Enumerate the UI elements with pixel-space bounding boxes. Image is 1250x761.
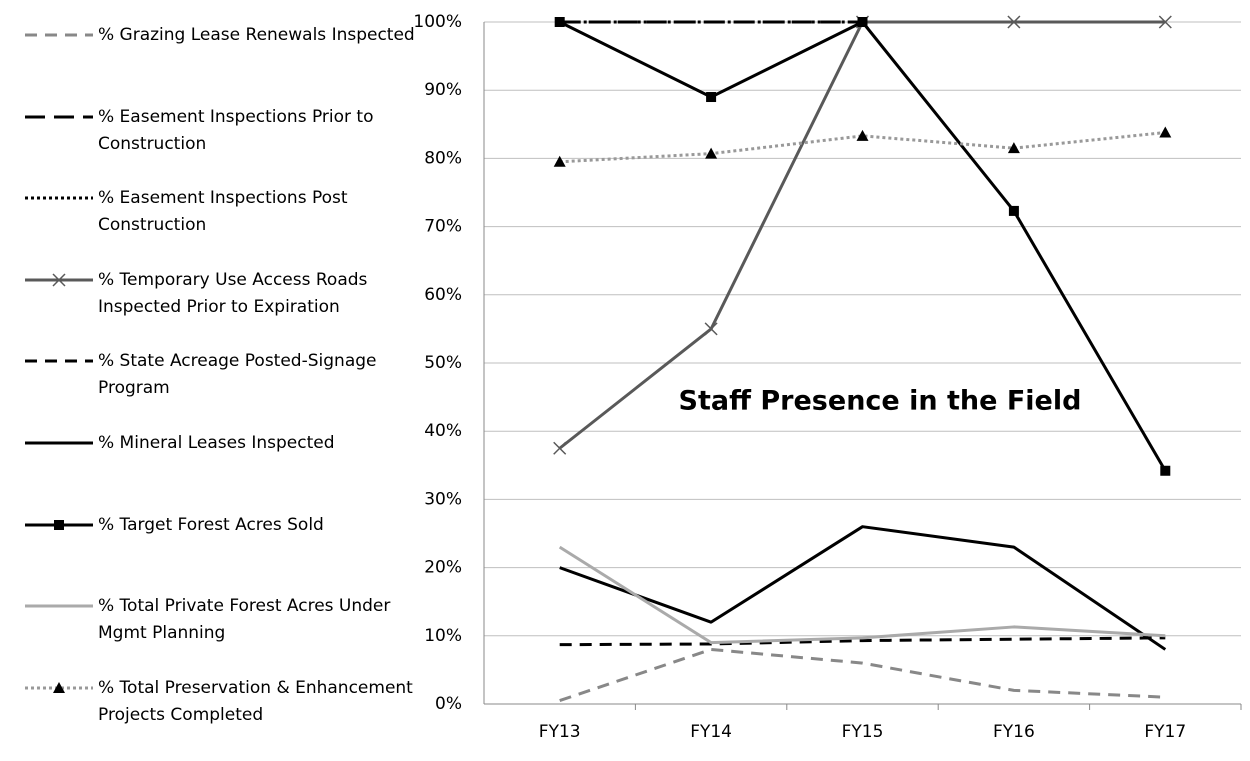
y-tick-label: 90% [424,80,462,100]
chart-title: Staff Presence in the Field [679,386,1082,417]
series-line [559,636,1166,647]
legend-item: % Total Preservation & Enhancement Proje… [0,675,420,755]
marker [705,147,718,159]
legend-item: % Grazing Lease Renewals Inspected [0,22,420,102]
legend-label: % Total Private Forest Acres Under Mgmt … [98,596,391,644]
marker [1160,465,1171,476]
x-tick-label: FY15 [842,722,884,742]
y-tick-label: 30% [424,489,462,509]
y-tick-label: 40% [424,421,462,441]
marker [1008,205,1019,216]
series-line [558,545,1166,645]
y-tick-label: 80% [424,148,462,168]
legend-item: % Mineral Leases Inspected [0,430,420,510]
series-line [559,525,1167,651]
x-tick-label: FY13 [539,722,581,742]
marker [704,322,718,336]
marker [856,129,869,141]
legend-label: % Easement Inspections Prior to Construc… [98,106,374,154]
y-tick-label: 0% [435,694,462,714]
legend-item: % Temporary Use Access Roads Inspected P… [0,267,420,347]
x-tick-label: FY17 [1144,722,1186,742]
legend-label: % Total Preservation & Enhancement Proje… [98,677,413,725]
legend-label: % Mineral Leases Inspected [98,433,335,453]
x-tick-label: FY14 [690,722,732,742]
marker [53,681,65,693]
legend-swatch [25,33,93,37]
legend-swatch [25,604,93,608]
marker [1007,15,1021,29]
legend-item: % State Acreage Posted-Signage Program [0,348,420,428]
marker [706,92,717,103]
legend-item: % Easement Inspections Prior to Construc… [0,104,420,184]
marker [554,17,565,27]
legend-label: % State Acreage Posted-Signage Program [98,351,377,399]
series-line [558,20,1166,450]
marker [1159,126,1172,138]
legend-item: % Target Forest Acres Sold [0,512,420,592]
marker [553,441,567,455]
legend-label: % Target Forest Acres Sold [98,514,324,535]
marker [1158,15,1172,29]
legend-item: % Easement Inspections Post Construction [0,185,420,265]
x-tick-label: FY16 [993,722,1035,742]
legend-label: % Grazing Lease Renewals Inspected [98,25,415,45]
legend-swatch [25,681,93,693]
marker [54,519,64,530]
legend-swatch [25,273,93,287]
legend-swatch [25,359,93,363]
legend-swatch [25,441,93,445]
legend-item: % Total Private Forest Acres Under Mgmt … [0,593,420,673]
legend-label: % Temporary Use Access Roads Inspected P… [98,269,368,317]
y-tick-label: 70% [424,217,462,237]
series-line [559,130,1166,164]
legend-swatch [25,196,93,200]
marker [857,17,868,27]
marker [553,155,566,167]
legend-swatch [25,519,93,530]
series-line [559,647,1166,703]
y-tick-label: 100% [413,12,462,32]
legend-label: % Easement Inspections Post Construction [98,188,348,236]
marker [52,273,66,287]
marker [1007,142,1020,154]
legend-swatch [25,115,93,119]
y-tick-label: 60% [424,285,462,305]
y-tick-label: 10% [424,626,462,646]
y-tick-label: 20% [424,558,462,578]
y-tick-label: 50% [424,353,462,373]
